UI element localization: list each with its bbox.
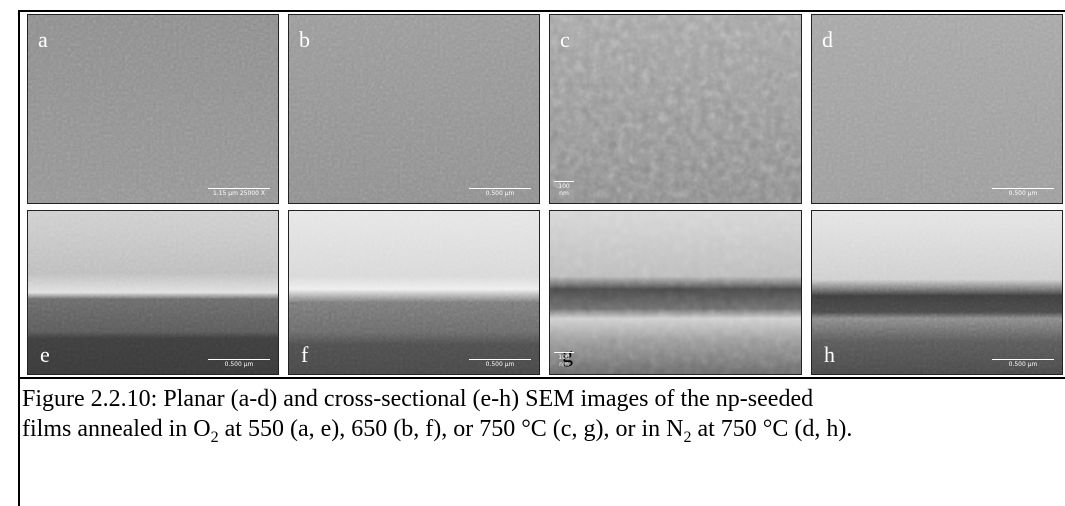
- noise: [28, 15, 278, 203]
- scale-bar: 0.500 µm: [469, 188, 531, 197]
- caption-line: films annealed in O2 at 550 (a, e), 650 …: [22, 414, 852, 453]
- caption: Figure 2.2.10: Planar (a-d) and cross-se…: [22, 384, 852, 453]
- panel-label: a: [38, 27, 48, 52]
- caption-text: at 550 (a, e), 650 (b, f), or 750 °C (c,…: [218, 416, 684, 442]
- noise: [550, 15, 801, 203]
- panel-label: c: [560, 27, 570, 52]
- sem-image: d 0.500 µm: [811, 14, 1063, 204]
- panel-label: b: [299, 27, 310, 52]
- texture: [289, 15, 539, 203]
- panel-label: d: [822, 27, 833, 52]
- sem-image: e 0.500 µm: [27, 210, 279, 375]
- subscript: 2: [683, 428, 692, 446]
- scale-bar: 0.500 µm: [208, 359, 270, 368]
- panel-label: f: [301, 342, 309, 367]
- scale-bar: 1.15 µm 25000 X: [208, 188, 270, 197]
- texture: [550, 15, 801, 203]
- noise: [289, 211, 539, 374]
- noise: [550, 211, 801, 374]
- caption-rule: [18, 377, 1065, 379]
- sem-image: a 1.15 µm 25000 X: [27, 14, 279, 204]
- figure-frame: [18, 10, 1065, 506]
- panel-label: h: [824, 342, 835, 367]
- sem-image: b 0.500 µm: [288, 14, 540, 204]
- scale-bar: 0.500 µm: [992, 359, 1054, 368]
- sem-image: g 100 nm: [549, 210, 802, 375]
- texture: [550, 211, 801, 374]
- caption-text: at 750 °C (d, h).: [691, 416, 853, 442]
- noise: [28, 211, 278, 374]
- noise: [812, 211, 1062, 374]
- sem-image: h 0.500 µm: [811, 210, 1063, 375]
- texture: [28, 211, 278, 374]
- noise: [812, 15, 1062, 203]
- panel-label: g: [562, 342, 573, 367]
- sem-image: f 0.500 µm: [288, 210, 540, 375]
- texture: [812, 15, 1062, 203]
- scale-bar: 0.500 µm: [469, 359, 531, 368]
- caption-text: Figure 2.2.10: Planar (a-d) and cross-se…: [22, 386, 814, 412]
- texture: [289, 211, 539, 374]
- scale-bar: 100 nm: [554, 352, 574, 368]
- subscript: 2: [210, 428, 219, 446]
- scale-bar: 0.500 µm: [992, 188, 1054, 197]
- panel-label: e: [40, 342, 50, 367]
- caption-text: films annealed in O: [22, 416, 211, 442]
- caption-line: Figure 2.2.10: Planar (a-d) and cross-se…: [22, 384, 852, 414]
- texture: [28, 15, 278, 203]
- texture: [812, 211, 1062, 374]
- noise: [289, 15, 539, 203]
- scale-bar: 100 nm: [554, 181, 574, 197]
- sem-image: c 100 nm: [549, 14, 802, 204]
